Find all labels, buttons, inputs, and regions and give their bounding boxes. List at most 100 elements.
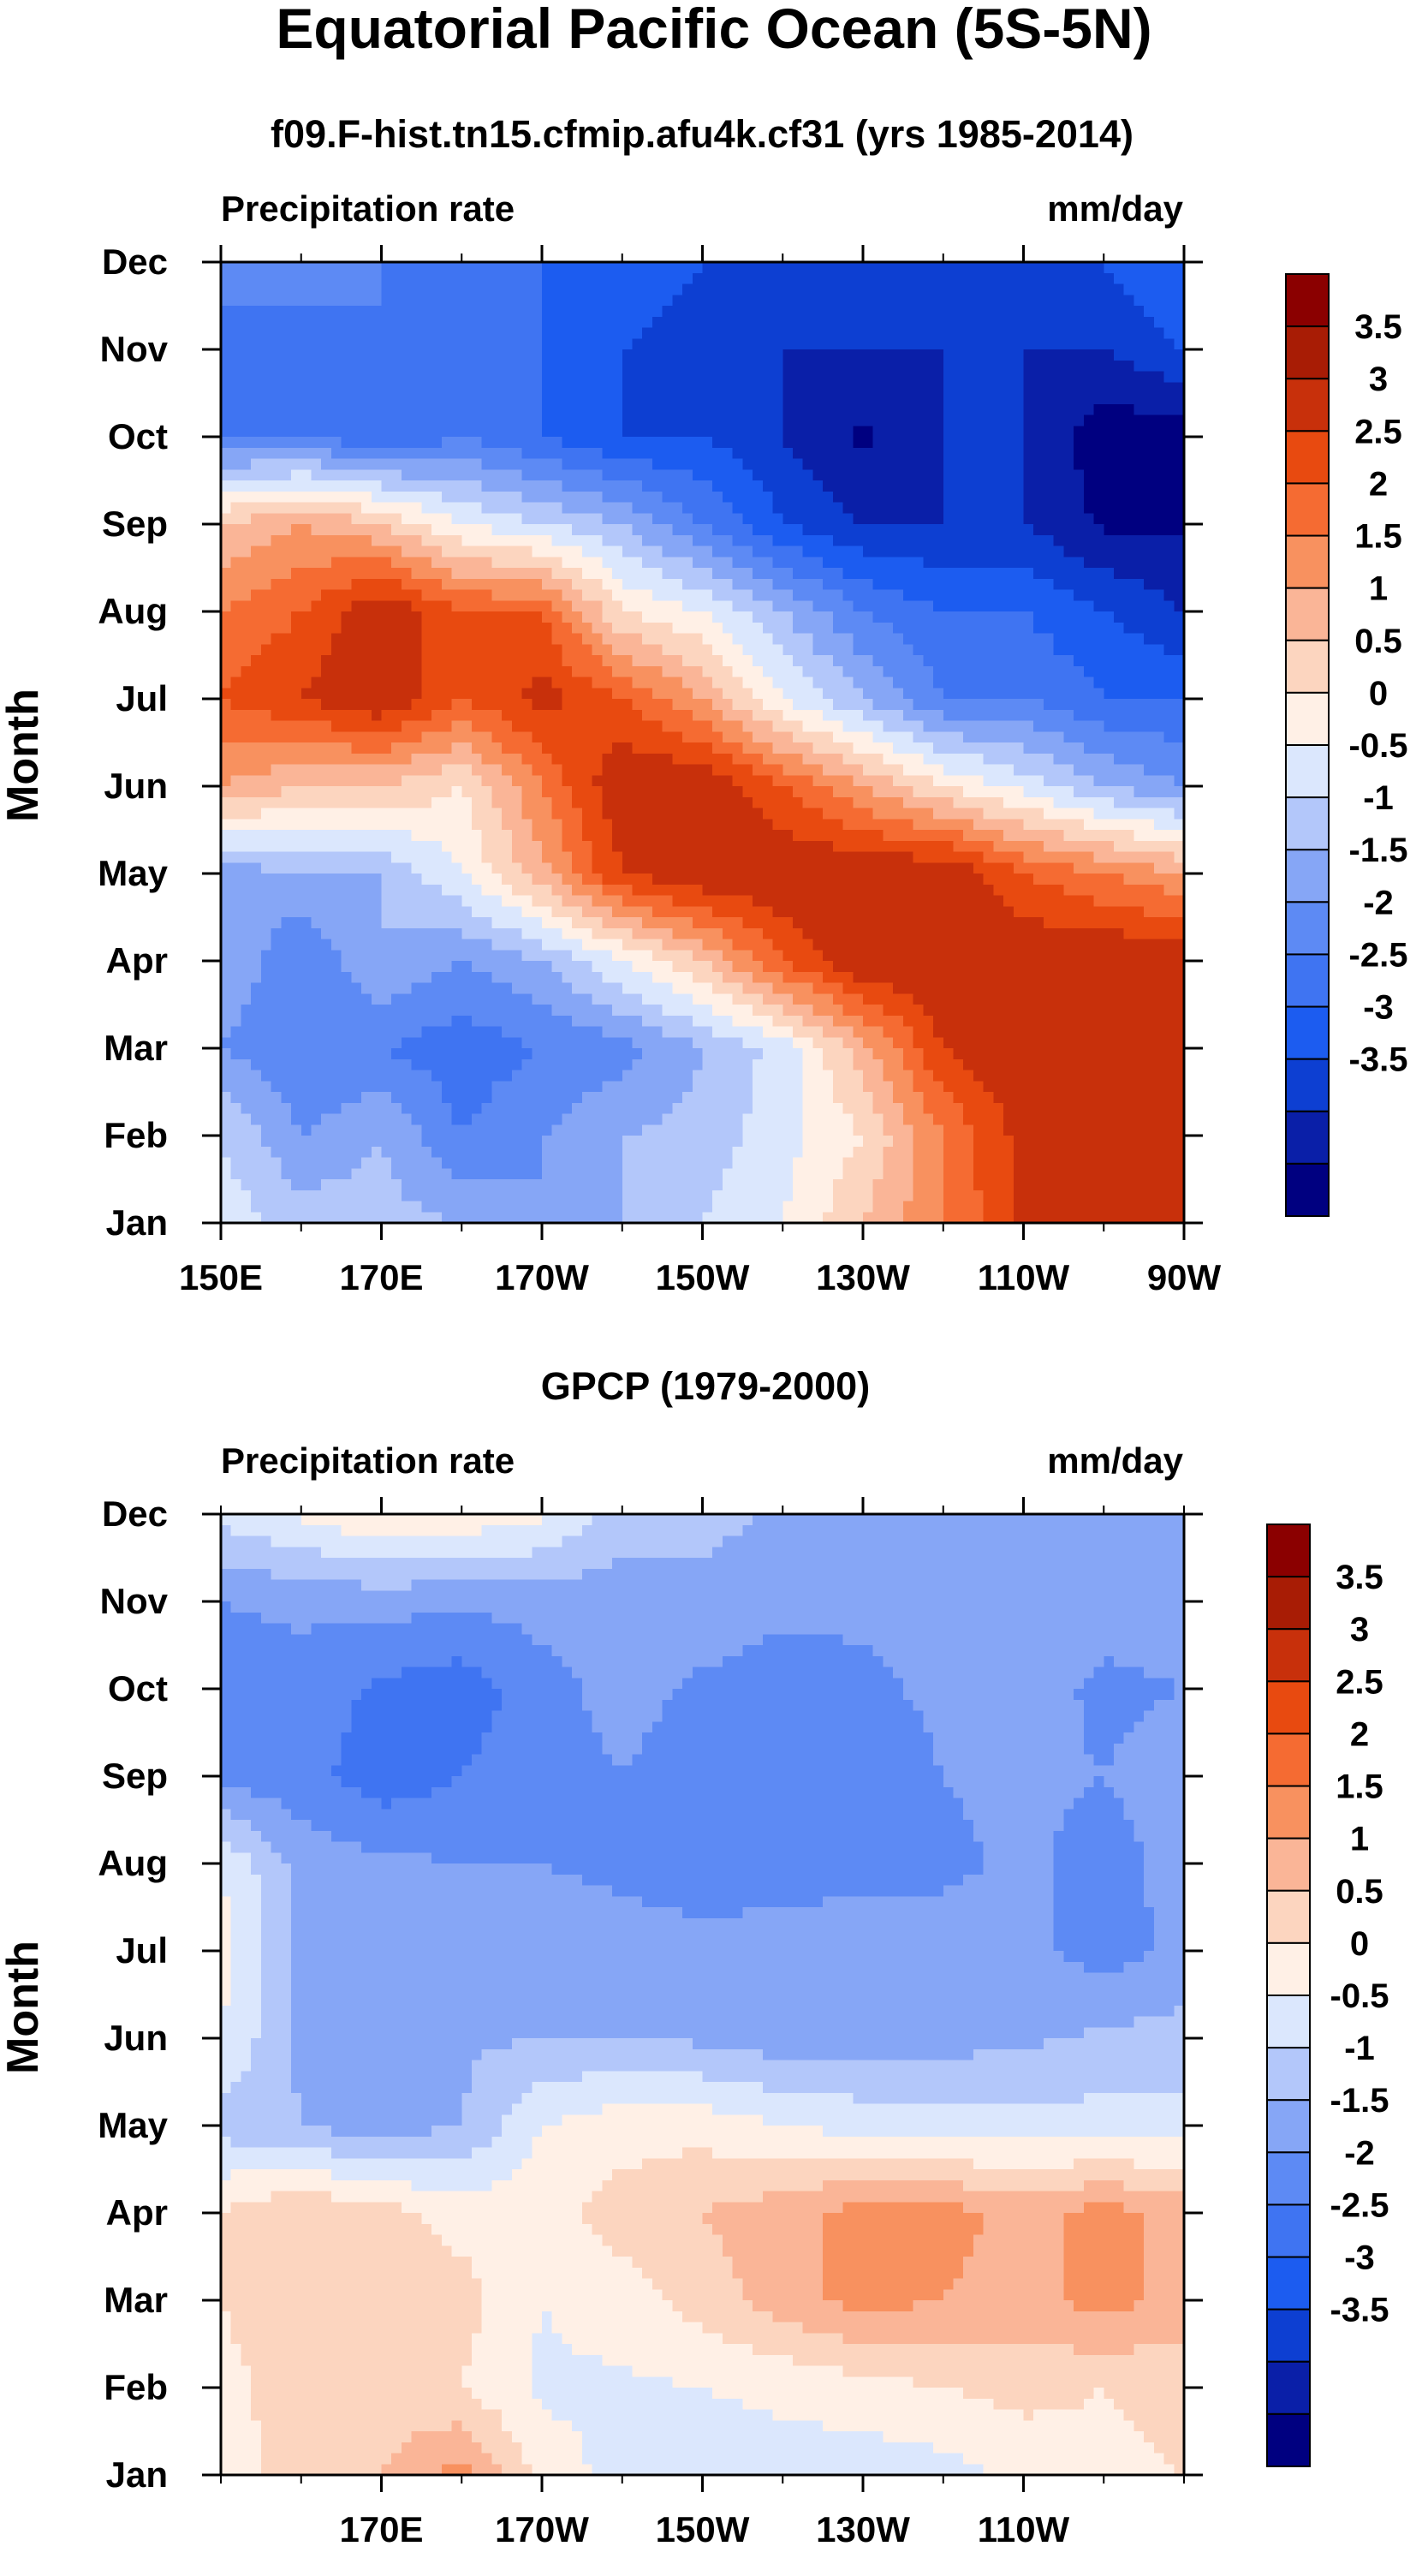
contour-cell [241,491,252,504]
contour-cell [1074,633,1085,645]
contour-cell [330,731,342,743]
contour-cell [602,764,613,776]
contour-cell [913,699,924,711]
contour-cell [872,764,884,776]
contour-cell [983,764,994,776]
contour-cell [1123,677,1135,689]
contour-cell [1133,753,1145,766]
contour-cell [311,742,322,754]
contour-cell [371,338,383,350]
contour-cell [251,437,262,449]
contour-cell [431,600,443,612]
contour-cell [722,665,734,678]
contour-cell [872,480,884,492]
contour-cell [421,546,432,558]
contour-cell [451,382,462,394]
contour-cell [902,502,914,514]
contour-cell [782,644,794,656]
contour-cell [1063,393,1074,405]
contour-cell [371,491,383,504]
contour-cell [461,764,473,776]
contour-cell [241,808,252,820]
contour-cell [632,295,643,307]
contour-cell [542,371,553,383]
contour-cell [722,349,734,361]
contour-cell [291,622,302,635]
contour-cell [511,742,523,754]
contour-cell [300,709,312,722]
contour-cell [521,546,533,558]
contour-cell [321,480,332,492]
contour-cell [712,578,723,591]
contour-cell [1093,688,1104,700]
contour-cell [832,796,844,809]
contour-cell [933,699,944,711]
contour-cell [330,306,342,318]
contour-cell [953,688,964,700]
contour-cell [923,742,934,754]
contour-cell [271,742,282,754]
contour-cell [642,469,653,481]
contour-cell [581,426,593,438]
contour-cell [491,753,503,766]
contour-cell [241,622,252,635]
contour-cell [642,611,653,623]
contour-cell [902,786,914,798]
contour-cell [1013,742,1025,754]
contour-cell [832,524,844,536]
contour-cell [1163,611,1175,623]
contour-cell [662,600,673,612]
contour-cell [943,437,955,449]
contour-cell [652,403,663,416]
contour-cell [652,491,663,504]
contour-cell [692,775,704,787]
contour-cell [853,742,864,754]
contour-cell [1033,458,1044,470]
contour-cell [622,338,634,350]
contour-cell [502,437,513,449]
contour-cell [712,393,723,405]
contour-cell [260,262,272,274]
contour-cell [782,491,794,504]
contour-cell [451,502,462,514]
contour-cell [431,534,443,547]
contour-cell [913,808,924,820]
contour-cell [1083,458,1095,470]
contour-cell [581,360,593,373]
contour-cell [1153,796,1165,809]
contour-cell [863,665,874,678]
contour-cell [341,611,352,623]
contour-cell [241,371,252,383]
contour-cell [662,437,673,449]
contour-cell [300,447,312,460]
contour-cell [782,546,794,558]
contour-cell [1133,360,1145,373]
contour-cell [421,502,432,514]
contour-cell [551,589,563,601]
contour-cell [451,720,462,732]
contour-cell [1144,699,1155,711]
contour-cell [1033,589,1044,601]
contour-cell [471,327,483,339]
contour-cell [933,709,944,722]
contour-cell [883,709,894,722]
contour-cell [260,480,272,492]
contour-cell [933,382,944,394]
contour-cell [1133,775,1145,787]
contour-cell [330,699,342,711]
contour-cell [642,709,653,722]
contour-cell [1113,578,1125,591]
contour-cell [351,316,362,329]
contour-cell [933,775,944,787]
contour-cell [1023,382,1034,394]
contour-cell [532,534,543,547]
contour-cell [221,534,232,547]
contour-cell [300,306,312,318]
contour-cell [1153,655,1165,667]
contour-cell [1083,764,1095,776]
contour-cell [491,622,503,635]
contour-cell [1113,589,1125,601]
contour-cell [521,414,533,426]
contour-cell [271,403,282,416]
contour-cell [772,633,783,645]
